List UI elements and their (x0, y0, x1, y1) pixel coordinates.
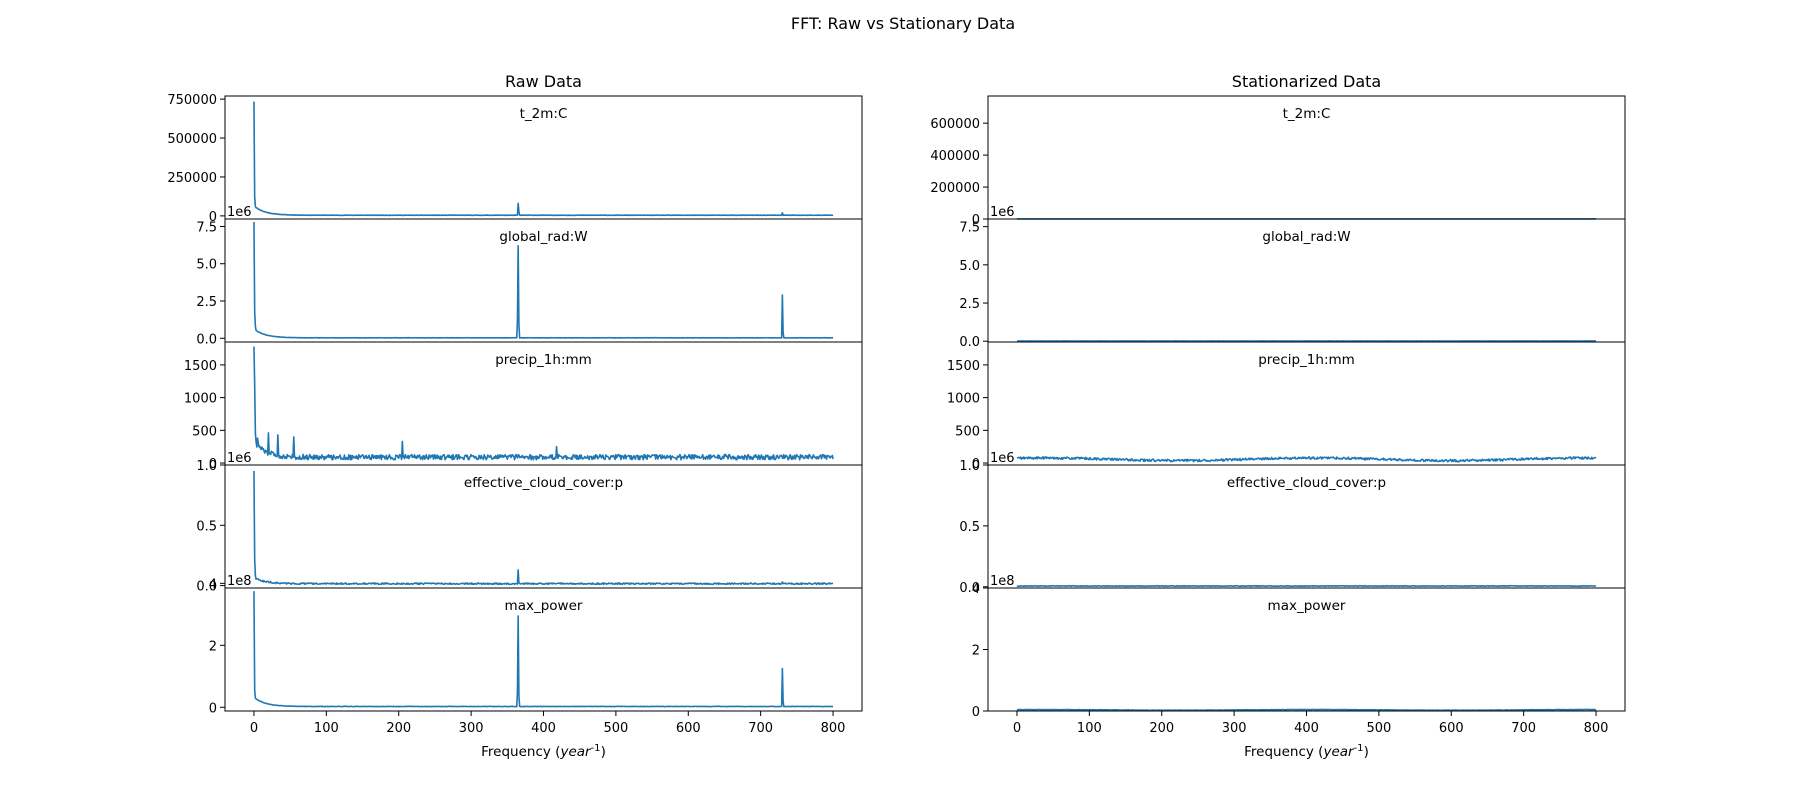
y-tick-label: 1500 (947, 359, 980, 374)
y-tick-label: 0 (209, 457, 217, 472)
series-line (253, 101, 834, 217)
y-tick-label: 2 (972, 644, 980, 659)
panel-max-power: 0 2 4 max_power 1e8 (972, 574, 1626, 720)
panel-label: global_rad:W (1262, 229, 1350, 245)
chart-column-1: Stationarized Data0200000400000600000t_2… (930, 72, 1626, 761)
offset-label: 1e8 (227, 574, 252, 589)
x-tick-label: 800 (1584, 721, 1609, 736)
column-title: Raw Data (505, 72, 582, 91)
x-tick-label: 400 (531, 721, 556, 736)
panel-label: t_2m:C (1283, 106, 1331, 122)
y-tick-label: 0.0 (196, 332, 217, 347)
y-tick-label: 1000 (947, 392, 980, 407)
y-tick-label: 7.5 (196, 220, 217, 235)
y-tick-label: 2.5 (196, 295, 217, 310)
y-tick-label: 4 (209, 577, 217, 592)
series-line (253, 221, 834, 339)
x-tick-label: 100 (314, 721, 339, 736)
x-tick-label: 700 (748, 721, 773, 736)
offset-label: 1e6 (990, 205, 1015, 220)
x-tick-label: 300 (459, 721, 484, 736)
panel-label: t_2m:C (520, 106, 568, 122)
x-tick-label: 100 (1077, 721, 1102, 736)
series-line (1016, 584, 1597, 588)
panel-label: precip_1h:mm (1258, 352, 1355, 368)
y-tick-label: 500 (192, 424, 217, 439)
panel-label: effective_cloud_cover:p (1227, 475, 1386, 491)
x-axis-label: Frequency (year-1) (1244, 743, 1369, 761)
y-tick-label: 500000 (167, 132, 217, 147)
y-tick-label: 5.0 (959, 259, 980, 274)
series-line (1016, 708, 1597, 712)
y-tick-label: 0.0 (959, 581, 980, 596)
x-tick-label: 0 (1013, 721, 1021, 736)
y-tick-label: 400000 (930, 149, 980, 164)
y-tick-label: 5.0 (196, 258, 217, 273)
y-tick-label: 200000 (930, 181, 980, 196)
series-line (253, 591, 834, 708)
x-tick-label: 200 (1149, 721, 1174, 736)
panel-label: global_rad:W (499, 229, 587, 245)
offset-label: 1e6 (227, 451, 252, 466)
y-tick-label: 0 (972, 457, 980, 472)
y-tick-label: 500 (955, 424, 980, 439)
y-tick-label: 2.5 (959, 297, 980, 312)
chart-columns: Raw Data0250000500000750000t_2m:C0.02.55… (167, 72, 1626, 761)
column-title: Stationarized Data (1232, 72, 1381, 91)
x-tick-label: 500 (1366, 721, 1391, 736)
y-tick-label: 0.0 (196, 580, 217, 595)
y-tick-label: 0 (972, 705, 980, 720)
y-tick-label: 1500 (184, 359, 217, 374)
y-tick-label: 2 (209, 639, 217, 654)
offset-label: 1e6 (990, 451, 1015, 466)
y-tick-label: 750000 (167, 93, 217, 108)
y-tick-label: 600000 (930, 117, 980, 132)
figure-suptitle: FFT: Raw vs Stationary Data (791, 14, 1015, 33)
panel-precip-1h-mm: 0 500 1000 1500 precip_1h:mm (947, 341, 1626, 472)
panel-global-rad-w: 0.0 2.5 5.0 7.5 global_rad:W 1e6 (196, 205, 863, 347)
y-tick-label: 1.0 (196, 459, 217, 474)
y-tick-label: 0.5 (196, 519, 217, 534)
chart-column-0: Raw Data0250000500000750000t_2m:C0.02.55… (167, 72, 863, 761)
y-tick-label: 250000 (167, 171, 217, 186)
x-tick-label: 700 (1511, 721, 1536, 736)
y-tick-label: 0 (972, 213, 980, 228)
panel-label: effective_cloud_cover:p (464, 475, 623, 491)
panel-label: max_power (505, 598, 583, 614)
panel-effective-cloud-cover-p: 0.0 0.5 1.0 effective_cloud_cover:p 1e6 (959, 451, 1626, 596)
x-tick-label: 200 (386, 721, 411, 736)
y-tick-label: 0 (209, 701, 217, 716)
x-tick-label: 500 (603, 721, 628, 736)
panel-t-2m-c: 0 250000 500000 750000 t_2m:C (167, 93, 863, 225)
series-line (253, 346, 834, 461)
x-tick-label: 600 (676, 721, 701, 736)
y-tick-label: 0.0 (959, 335, 980, 350)
x-tick-label: 600 (1439, 721, 1464, 736)
y-tick-label: 1.0 (959, 459, 980, 474)
panel-label: precip_1h:mm (495, 352, 592, 368)
y-tick-label: 1000 (184, 392, 217, 407)
y-tick-label: 7.5 (959, 221, 980, 236)
x-tick-label: 0 (250, 721, 258, 736)
offset-label: 1e8 (990, 574, 1015, 589)
y-tick-label: 0 (209, 210, 217, 225)
x-tick-label: 800 (821, 721, 846, 736)
x-axis-label: Frequency (year-1) (481, 743, 606, 761)
x-tick-label: 400 (1294, 721, 1319, 736)
series-line (1016, 456, 1597, 463)
panel-label: max_power (1268, 598, 1346, 614)
y-tick-label: 4 (972, 582, 980, 597)
offset-label: 1e6 (227, 205, 252, 220)
series-line (253, 471, 834, 586)
x-tick-label: 300 (1222, 721, 1247, 736)
panel-t-2m-c: 0 200000 400000 600000 t_2m:C (930, 95, 1626, 228)
y-tick-label: 0.5 (959, 520, 980, 535)
